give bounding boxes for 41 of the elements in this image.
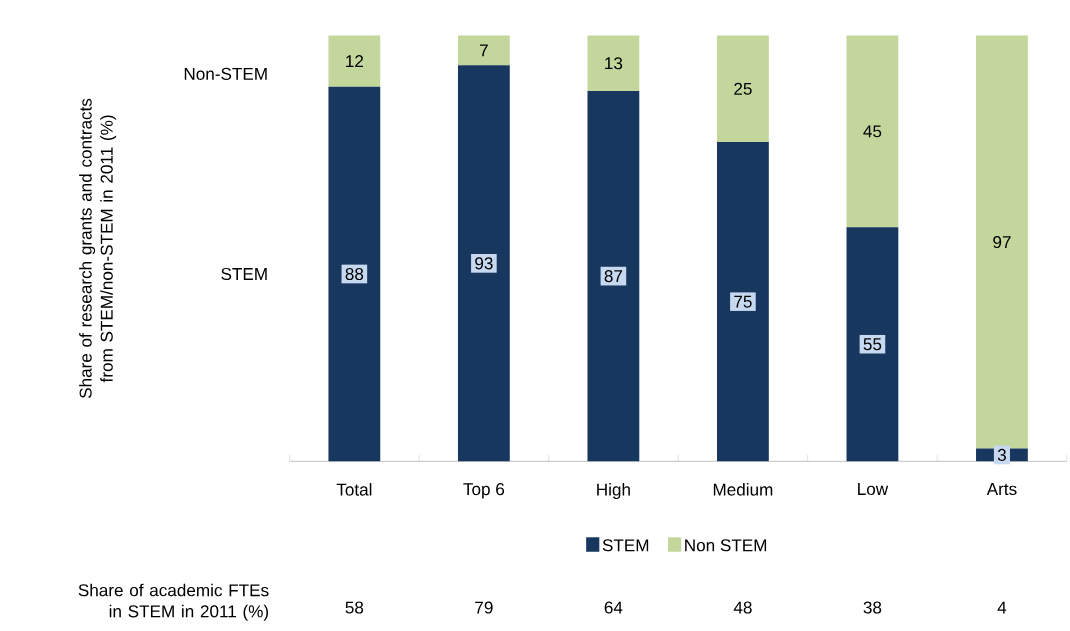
- x-tick-label: Low: [858, 483, 889, 495]
- text: 58: [345, 601, 364, 614]
- x-tick-label: Total: [336, 482, 372, 496]
- data-label: 88: [345, 267, 364, 280]
- text: 38: [863, 601, 882, 614]
- data-label: 7: [480, 44, 488, 57]
- bar: [587, 90, 640, 462]
- data-label: 45: [863, 125, 882, 138]
- bar: [846, 227, 899, 462]
- data-label: 93: [475, 257, 493, 270]
- text: Share of academic FTEs in STEM in 2011 (%): [78, 583, 269, 621]
- bar: [717, 35, 769, 142]
- bar: [328, 86, 381, 462]
- x-tick-label: Arts: [986, 483, 1017, 495]
- bar: [457, 65, 510, 462]
- data-label: 55: [863, 338, 882, 351]
- text: Share of research grants and contracts from STEM/non-STEM in 2011 (%): [79, 98, 117, 398]
- x-tick-label: Top 6: [463, 482, 505, 499]
- legend-label: Non STEM: [685, 539, 767, 552]
- data-label: 25: [734, 82, 752, 95]
- text: 48: [733, 601, 752, 614]
- text: STEM: [221, 267, 267, 280]
- data-label: 12: [346, 55, 364, 67]
- bar: [587, 35, 640, 91]
- data-label: 87: [604, 269, 623, 283]
- x-tick-label: High: [597, 482, 630, 499]
- text: 79: [475, 601, 493, 614]
- legend-label: STEM: [602, 539, 649, 552]
- data-label: 3: [997, 448, 1006, 461]
- bar: [717, 141, 769, 462]
- data-label: 75: [734, 295, 752, 308]
- bar: [328, 35, 381, 87]
- bar: [846, 35, 899, 228]
- data-label: 13: [605, 57, 623, 70]
- data-label: 97: [993, 235, 1011, 248]
- text: 4: [997, 601, 1007, 614]
- bar: [457, 35, 510, 66]
- text: Non-STEM: [184, 67, 267, 80]
- x-tick-label: Medium: [713, 482, 773, 496]
- bar: [976, 35, 1028, 449]
- text: 64: [604, 601, 623, 614]
